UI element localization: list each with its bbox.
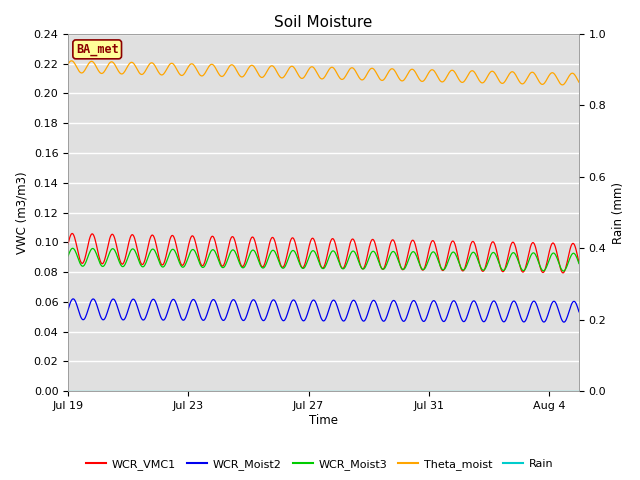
Y-axis label: Rain (mm): Rain (mm)	[612, 181, 625, 243]
Legend: WCR_VMC1, WCR_Moist2, WCR_Moist3, Theta_moist, Rain: WCR_VMC1, WCR_Moist2, WCR_Moist3, Theta_…	[82, 455, 558, 474]
Title: Soil Moisture: Soil Moisture	[275, 15, 372, 30]
Text: BA_met: BA_met	[76, 43, 118, 56]
X-axis label: Time: Time	[309, 414, 338, 427]
Y-axis label: VWC (m3/m3): VWC (m3/m3)	[15, 171, 28, 254]
